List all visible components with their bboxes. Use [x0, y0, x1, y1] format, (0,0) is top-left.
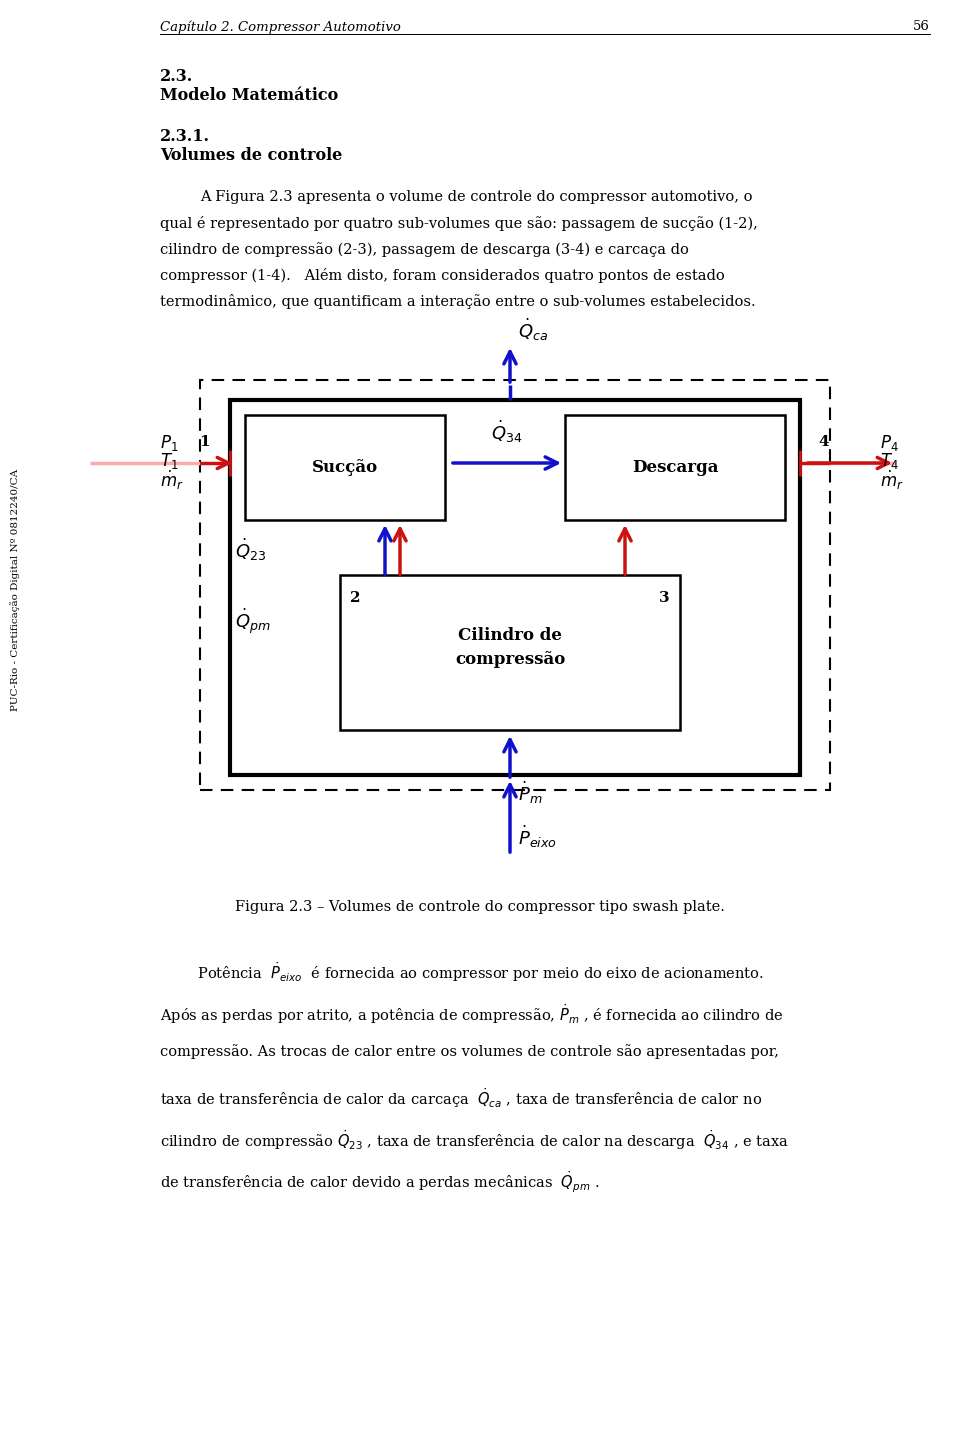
Text: $\dot{P}_{eixo}$: $\dot{P}_{eixo}$ [518, 824, 557, 850]
Text: cilindro de compressão $\dot{Q}_{23}$ , taxa de transferência de calor na descar: cilindro de compressão $\dot{Q}_{23}$ , … [160, 1128, 789, 1151]
Text: 2.3.1.: 2.3.1. [160, 128, 210, 145]
Text: cilindro de compressão (2-3), passagem de descarga (3-4) e carcaça do: cilindro de compressão (2-3), passagem d… [160, 242, 689, 257]
Text: Cilindro de
compressão: Cilindro de compressão [455, 626, 565, 668]
Text: Após as perdas por atrito, a potência de compressão, $\dot{P}_{m}$ , é fornecida: Após as perdas por atrito, a potência de… [160, 1002, 783, 1025]
Text: compressor (1-4).   Além disto, foram considerados quatro pontos de estado: compressor (1-4). Além disto, foram cons… [160, 268, 725, 283]
Text: $\dot{P}_{m}$: $\dot{P}_{m}$ [518, 780, 542, 806]
Text: Descarga: Descarga [632, 460, 718, 476]
Text: $P_1$: $P_1$ [160, 434, 179, 452]
Text: PUC-Rio - Certificação Digital Nº 0812240/CA: PUC-Rio - Certificação Digital Nº 081224… [11, 468, 20, 710]
Text: 2: 2 [350, 592, 361, 605]
Text: Sucção: Sucção [312, 460, 378, 476]
Text: $\dot{Q}_{pm}$: $\dot{Q}_{pm}$ [235, 608, 271, 637]
Bar [245, 415, 445, 521]
Bar [230, 400, 800, 774]
Text: $\dot{Q}_{ca}$: $\dot{Q}_{ca}$ [518, 316, 548, 344]
Text: 56: 56 [913, 20, 930, 33]
Text: 3: 3 [660, 592, 670, 605]
Text: 2.3.: 2.3. [160, 68, 193, 86]
Text: Potência  $\dot{P}_{eixo}$  é fornecida ao compressor por meio do eixo de aciona: Potência $\dot{P}_{eixo}$ é fornecida ao… [160, 960, 764, 985]
Text: Volumes de controle: Volumes de controle [160, 146, 343, 164]
Text: $P_4$: $P_4$ [880, 434, 899, 452]
Bar [200, 380, 830, 790]
Text: 1: 1 [200, 435, 210, 450]
Text: termodinâmico, que quantificam a interação entre o sub-volumes estabelecidos.: termodinâmico, que quantificam a interaç… [160, 294, 756, 309]
Text: taxa de transferência de calor da carcaça  $\dot{Q}_{ca}$ , taxa de transferênci: taxa de transferência de calor da carcaç… [160, 1086, 762, 1109]
Text: compressão. As trocas de calor entre os volumes de controle são apresentadas por: compressão. As trocas de calor entre os … [160, 1044, 779, 1058]
Text: Modelo Matemático: Modelo Matemático [160, 87, 338, 104]
Text: $T_4$: $T_4$ [880, 451, 899, 471]
Bar [565, 415, 785, 521]
Text: de transferência de calor devido a perdas mecânicas  $\dot{Q}_{pm}$ .: de transferência de calor devido a perda… [160, 1170, 599, 1195]
Text: qual é representado por quatro sub-volumes que são: passagem de sucção (1-2),: qual é representado por quatro sub-volum… [160, 216, 757, 231]
Text: 4: 4 [818, 435, 828, 450]
Text: A Figura 2.3 apresenta o volume de controle do compressor automotivo, o: A Figura 2.3 apresenta o volume de contr… [200, 190, 753, 204]
Text: $T_1$: $T_1$ [160, 451, 179, 471]
Bar [340, 576, 680, 729]
Text: $\dot{Q}_{23}$: $\dot{Q}_{23}$ [235, 536, 266, 563]
Text: $\dot{m}_r$: $\dot{m}_r$ [160, 468, 183, 492]
Text: $\dot{m}_r$: $\dot{m}_r$ [880, 468, 903, 492]
Text: Capítulo 2. Compressor Automotivo: Capítulo 2. Compressor Automotivo [160, 20, 401, 33]
Text: Figura 2.3 – Volumes de controle do compressor tipo swash plate.: Figura 2.3 – Volumes de controle do comp… [235, 900, 725, 914]
Text: $\dot{Q}_{34}$: $\dot{Q}_{34}$ [492, 419, 523, 445]
